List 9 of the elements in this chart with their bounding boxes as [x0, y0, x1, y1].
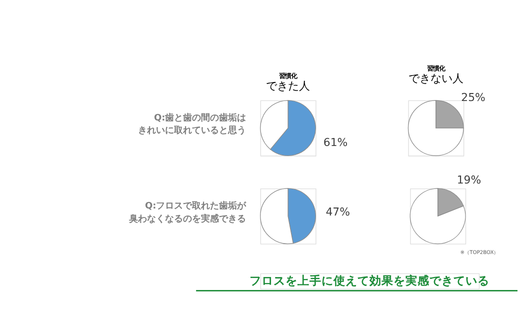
text: Q:フロスで取れた歯垢が臭わなくなるのを実感できる — [128, 200, 248, 224]
chart-title: できない人 — [408, 72, 464, 86]
text: Q:歯と歯の間の歯垢はきれいに取れていると思う — [138, 112, 246, 136]
chart-title: できた人 — [266, 79, 310, 92]
data-label: 61% — [323, 136, 348, 149]
data-label: 47% — [326, 205, 350, 218]
data-label: 19% — [456, 174, 482, 187]
text: フロスを上手に使えて効果を実感できている — [250, 273, 490, 288]
data-label: 25% — [461, 90, 486, 104]
